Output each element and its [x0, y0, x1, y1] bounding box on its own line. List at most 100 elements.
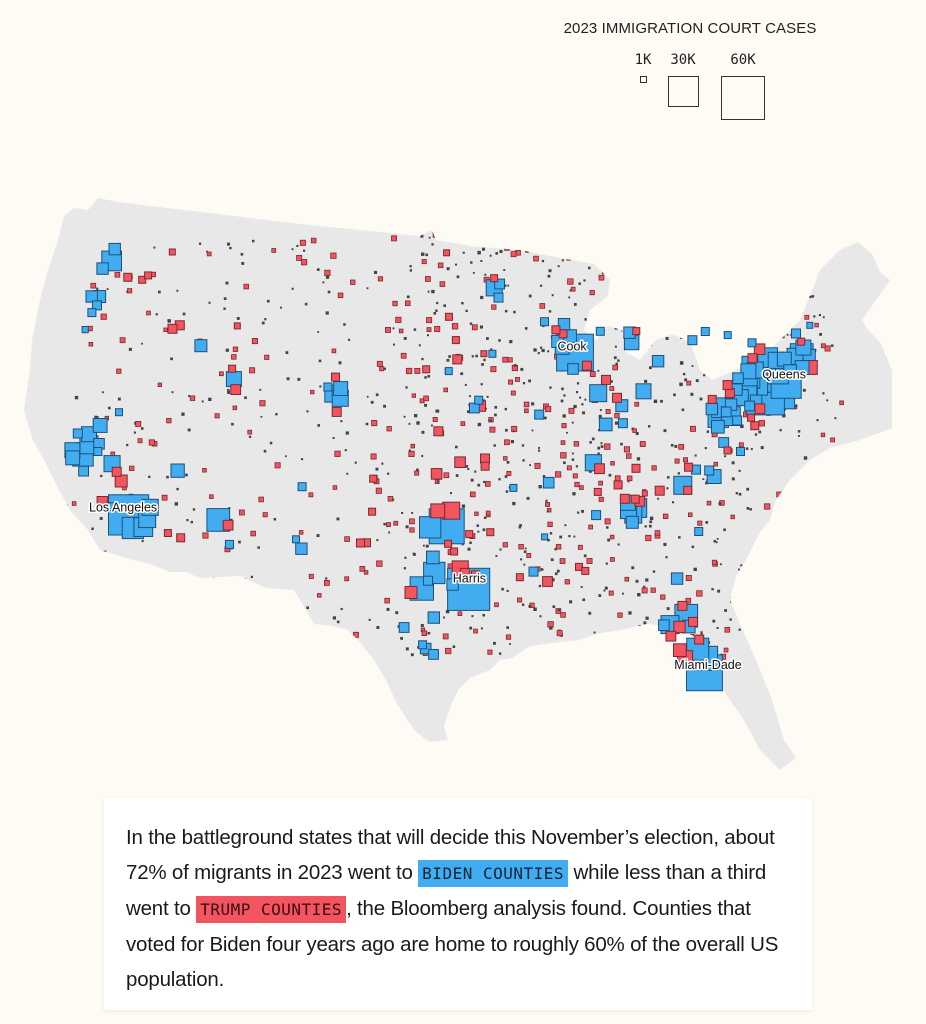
small-county-dot [379, 366, 385, 372]
small-county-dot [325, 311, 329, 315]
small-county-dot [746, 245, 749, 249]
county-marker-trump: Manatee [665, 630, 677, 642]
small-county-dot [829, 504, 837, 512]
small-county-dot [370, 400, 374, 404]
small-county-dot [561, 259, 564, 262]
small-county-dot [409, 518, 415, 525]
small-county-dot [69, 630, 73, 634]
small-county-dot [582, 411, 585, 415]
small-county-dot [614, 412, 620, 419]
small-county-dot [480, 627, 483, 630]
small-county-dot [789, 263, 793, 267]
small-county-dot [334, 450, 341, 457]
small-county-dot [578, 282, 581, 285]
small-county-dot [483, 516, 487, 519]
small-county-dot [264, 354, 270, 360]
small-county-dot [718, 502, 722, 506]
small-county-dot [273, 518, 277, 521]
small-county-dot [166, 475, 169, 479]
small-county-dot [225, 281, 229, 285]
small-county-dot [71, 501, 77, 506]
small-county-dot [694, 454, 697, 457]
small-county-dot [807, 502, 813, 508]
county-marker-trump: Brevard [688, 616, 698, 627]
small-county-dot [495, 252, 498, 255]
small-county-dot [554, 572, 558, 576]
small-county-dot [479, 325, 483, 329]
small-county-dot [391, 235, 397, 242]
small-county-dot [557, 245, 564, 252]
small-county-dot [703, 374, 706, 377]
county-marker-trump: Brazos [450, 547, 459, 556]
small-county-dot [586, 238, 592, 244]
small-county-dot [306, 606, 309, 610]
small-county-dot [572, 473, 578, 479]
small-county-dot [409, 265, 412, 268]
small-county-dot [435, 309, 438, 312]
small-county-dot [465, 465, 469, 468]
county-marker-biden: Cuyahoga [651, 355, 665, 368]
small-county-dot [426, 327, 432, 333]
small-county-dot [285, 351, 289, 354]
county-marker-biden: Passaic [740, 363, 757, 380]
small-county-dot [715, 541, 718, 544]
small-county-dot [186, 519, 189, 522]
small-county-dot [318, 359, 322, 363]
small-county-dot [559, 535, 563, 539]
small-county-dot [392, 327, 395, 330]
legend-label-1k: 1K [634, 52, 652, 68]
small-county-dot [247, 429, 253, 435]
small-county-dot [484, 481, 491, 487]
small-county-dot [421, 630, 428, 636]
small-county-dot [227, 390, 231, 394]
small-county-dot [393, 343, 395, 346]
legend-item-30k: 30K [666, 52, 700, 107]
small-county-dot [609, 534, 615, 540]
small-county-dot [291, 287, 294, 290]
small-county-dot [610, 461, 615, 466]
small-county-dot [433, 312, 437, 315]
county-marker-biden: DC [720, 406, 732, 418]
county-marker-trump: Woodbury [451, 336, 460, 345]
small-county-dot [821, 465, 826, 470]
small-county-dot [579, 396, 582, 399]
small-county-dot [683, 266, 687, 270]
small-county-dot [729, 618, 732, 621]
small-county-dot [850, 508, 854, 513]
small-county-dot [344, 449, 347, 452]
county-marker-biden: Sonoma [72, 428, 83, 439]
small-county-dot [777, 585, 781, 589]
small-county-dot [133, 431, 136, 434]
county-marker-trump: Benton WA [138, 275, 147, 284]
small-county-dot [202, 661, 206, 665]
county-marker-biden: Polk IA [488, 349, 497, 358]
small-county-dot [259, 388, 262, 391]
small-county-dot [494, 413, 497, 417]
small-county-dot [521, 444, 525, 447]
small-county-dot [620, 442, 623, 446]
small-county-dot [573, 441, 580, 447]
small-county-dot [560, 452, 567, 459]
small-county-dot [198, 242, 202, 245]
small-county-dot [804, 314, 810, 320]
small-county-dot [685, 597, 692, 604]
small-county-dot [189, 395, 196, 401]
small-county-dot [583, 554, 587, 558]
small-county-dot [731, 461, 735, 465]
small-county-dot [469, 322, 473, 325]
small-county-dot [408, 450, 415, 458]
small-county-dot [802, 388, 806, 392]
small-county-dot [776, 491, 783, 498]
county-marker-biden: Pima [225, 539, 234, 549]
small-county-dot [506, 470, 512, 476]
small-county-dot [537, 352, 540, 355]
small-county-dot [669, 301, 673, 305]
small-county-dot [600, 445, 604, 448]
small-county-dot [405, 647, 409, 651]
county-marker-trump: Washington AR [480, 461, 490, 471]
small-county-dot [814, 322, 819, 328]
small-county-dot [696, 590, 703, 597]
small-county-dot [547, 521, 553, 528]
small-county-dot [819, 333, 822, 336]
small-county-dot [445, 647, 452, 655]
